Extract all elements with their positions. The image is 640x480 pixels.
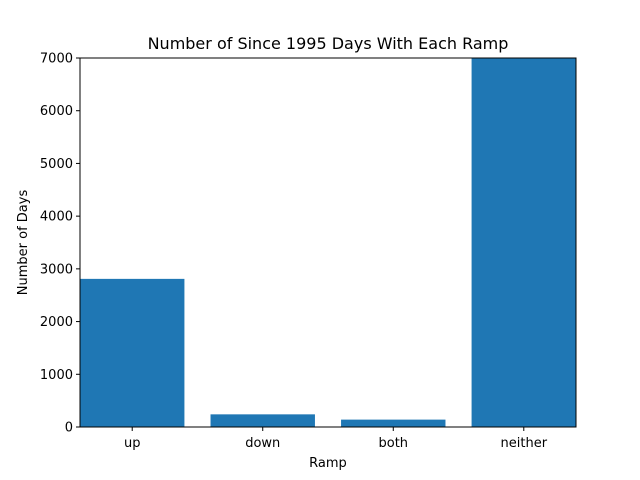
y-tick-label: 4000 [40, 210, 73, 225]
y-axis-label: Number of Days [16, 190, 31, 296]
plot-frame [79, 57, 577, 428]
bar-both [341, 419, 446, 427]
x-axis-label: Ramp [309, 456, 347, 471]
bar-up [80, 278, 185, 427]
y-tick-label: 6000 [40, 104, 73, 119]
bars-layer [80, 58, 576, 427]
y-tick-label: 5000 [40, 157, 73, 172]
y-tick-label: 2000 [40, 315, 73, 330]
bar-down [210, 414, 315, 427]
x-tick-label: down [245, 436, 280, 451]
x-tick-label: neither [501, 436, 548, 451]
y-tick-label: 7000 [40, 52, 73, 67]
chart-title: Number of Since 1995 Days With Each Ramp [148, 34, 509, 53]
y-axis-ticks: 0 1000 2000 3000 4000 5000 6000 7000 [40, 52, 80, 436]
y-tick-label: 0 [65, 421, 73, 436]
y-tick-label: 3000 [40, 262, 73, 277]
y-tick-label: 1000 [40, 368, 73, 383]
x-tick-label: both [378, 436, 408, 451]
x-tick-label: up [124, 436, 141, 451]
bar-neither [471, 58, 576, 427]
x-axis-ticks: up down both neither [124, 427, 548, 451]
